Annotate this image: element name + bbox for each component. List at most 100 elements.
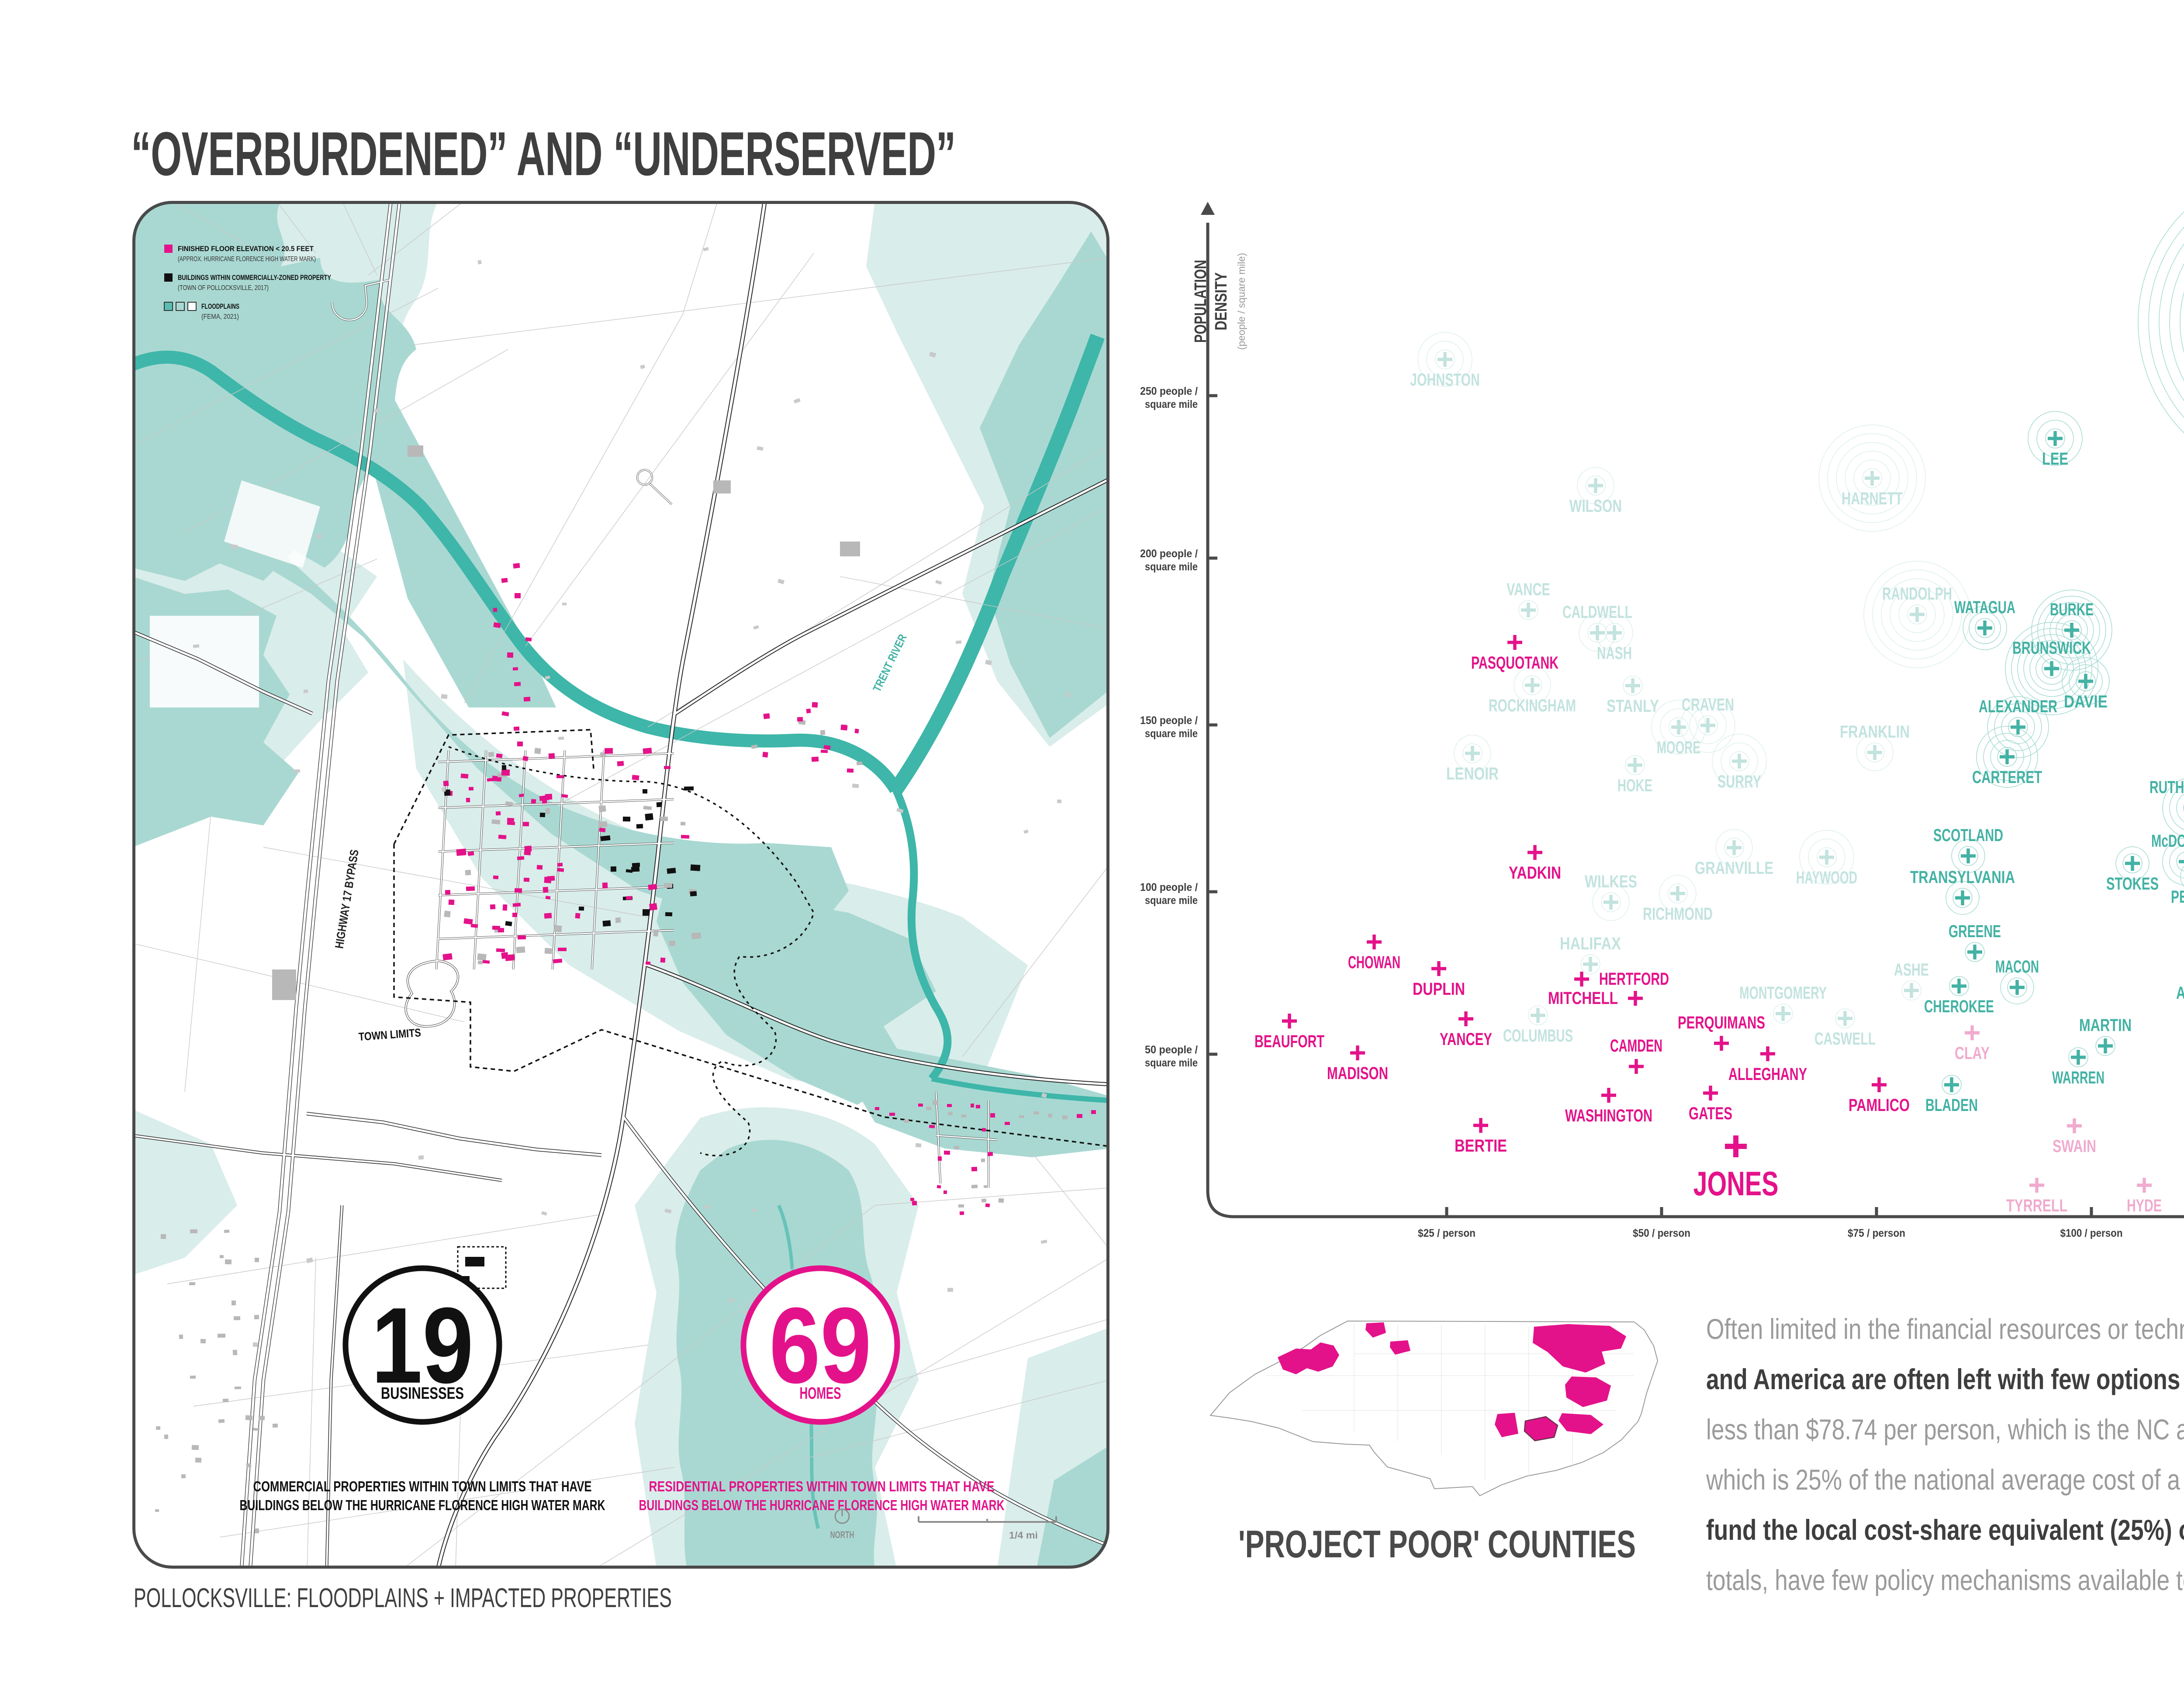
svg-text:HERTFORD: HERTFORD xyxy=(1599,969,1669,989)
svg-text:PASQUOTANK: PASQUOTANK xyxy=(1471,653,1559,673)
svg-text:JOHNSTON: JOHNSTON xyxy=(1410,370,1480,390)
svg-text:BUILDINGS WITHIN COMMERCIALLY-: BUILDINGS WITHIN COMMERCIALLY-ZONED PROP… xyxy=(178,273,331,282)
svg-text:WATAGUA: WATAGUA xyxy=(1954,598,2015,617)
svg-text:ALEXANDER: ALEXANDER xyxy=(1979,697,2057,716)
svg-text:NASH: NASH xyxy=(1597,644,1632,663)
svg-text:BLADEN: BLADEN xyxy=(1925,1096,1978,1115)
svg-text:SWAIN: SWAIN xyxy=(2053,1137,2096,1156)
svg-text:DAVIE: DAVIE xyxy=(2064,692,2108,711)
svg-text:AVERY: AVERY xyxy=(2176,983,2184,1003)
svg-text:PERQUIMANS: PERQUIMANS xyxy=(1678,1013,1765,1032)
svg-text:McDOWELL: McDOWELL xyxy=(2151,831,2184,851)
svg-text:POLLOCKSVILLE: FLOODPLAINS + I: POLLOCKSVILLE: FLOODPLAINS + IMPACTED PR… xyxy=(134,1583,672,1613)
svg-text:CAMDEN: CAMDEN xyxy=(1610,1036,1662,1056)
svg-text:HALIFAX: HALIFAX xyxy=(1560,934,1621,953)
svg-text:150 people /: 150 people / xyxy=(1140,714,1198,727)
svg-text:HAYWOOD: HAYWOOD xyxy=(1796,868,1857,887)
svg-text:$75 / person: $75 / person xyxy=(1848,1227,1905,1239)
svg-text:1/4 mi: 1/4 mi xyxy=(1009,1530,1038,1541)
svg-text:FINISHED FLOOR ELEVATION < 20.: FINISHED FLOOR ELEVATION < 20.5 FEET xyxy=(178,245,314,253)
svg-text:$25 / person: $25 / person xyxy=(1418,1227,1476,1239)
svg-text:LENOIR: LENOIR xyxy=(1446,764,1499,783)
svg-text:CHEROKEE: CHEROKEE xyxy=(1924,997,1994,1016)
svg-text:MARTIN: MARTIN xyxy=(2079,1016,2132,1035)
svg-text:CRAVEN: CRAVEN xyxy=(1682,695,1734,714)
svg-text:COLUMBUS: COLUMBUS xyxy=(1503,1026,1573,1045)
svg-text:STOKES: STOKES xyxy=(2106,874,2159,894)
svg-text:YANCEY: YANCEY xyxy=(1440,1030,1492,1049)
svg-text:100 people /: 100 people / xyxy=(1140,881,1198,894)
svg-text:RANDOLPH: RANDOLPH xyxy=(1882,584,1952,604)
svg-text:TYRRELL: TYRRELL xyxy=(2006,1196,2067,1215)
svg-text:CALDWELL: CALDWELL xyxy=(1562,603,1632,622)
svg-text:FLOODPLAINS: FLOODPLAINS xyxy=(201,302,239,310)
svg-text:CASWELL: CASWELL xyxy=(1814,1029,1876,1049)
svg-text:JONES: JONES xyxy=(1693,1164,1779,1203)
svg-text:BRUNSWICK: BRUNSWICK xyxy=(2012,638,2091,658)
svg-text:CHOWAN: CHOWAN xyxy=(1348,953,1400,972)
svg-text:200 people /: 200 people / xyxy=(1140,548,1198,560)
svg-text:(TOWN OF POLLOCKSVILLE, 2017): (TOWN OF POLLOCKSVILLE, 2017) xyxy=(178,284,269,292)
svg-text:HOMES: HOMES xyxy=(800,1384,841,1403)
svg-text:(FEMA, 2021): (FEMA, 2021) xyxy=(201,313,239,321)
svg-text:RESIDENTIAL PROPERTIES WITHIN: RESIDENTIAL PROPERTIES WITHIN TOWN LIMIT… xyxy=(649,1478,995,1494)
svg-text:BEAUFORT: BEAUFORT xyxy=(1254,1032,1324,1051)
svg-text:GREENE: GREENE xyxy=(1949,922,2001,941)
svg-text:(people / square mile): (people / square mile) xyxy=(1236,253,1247,350)
svg-text:SURRY: SURRY xyxy=(1717,772,1761,791)
svg-text:MADISON: MADISON xyxy=(1327,1064,1388,1083)
svg-text:CARTERET: CARTERET xyxy=(1972,768,2042,787)
svg-text:PAMLICO: PAMLICO xyxy=(1849,1096,1910,1115)
svg-text:GRANVILLE: GRANVILLE xyxy=(1695,859,1773,878)
svg-text:BERTIE: BERTIE xyxy=(1455,1136,1507,1156)
svg-text:19: 19 xyxy=(371,1285,473,1406)
svg-text:GATES: GATES xyxy=(1689,1104,1732,1123)
svg-text:FRANKLIN: FRANKLIN xyxy=(1840,722,1910,742)
svg-text:POPULATION: POPULATION xyxy=(1192,260,1210,343)
svg-text:250 people /: 250 people / xyxy=(1140,385,1198,397)
svg-text:$100 / person: $100 / person xyxy=(2060,1227,2123,1239)
svg-text:MITCHELL: MITCHELL xyxy=(1548,989,1618,1008)
svg-text:WARREN: WARREN xyxy=(2052,1068,2105,1087)
svg-text:square mile: square mile xyxy=(1145,728,1198,740)
svg-text:square mile: square mile xyxy=(1145,398,1198,411)
svg-text:'PROJECT POOR' COUNTIES: 'PROJECT POOR' COUNTIES xyxy=(1238,1522,1636,1566)
svg-text:square mile: square mile xyxy=(1145,1057,1198,1069)
svg-text:WASHINGTON: WASHINGTON xyxy=(1565,1106,1652,1125)
svg-text:SCOTLAND: SCOTLAND xyxy=(1933,826,2003,845)
svg-text:MONTGOMERY: MONTGOMERY xyxy=(1739,983,1827,1003)
svg-text:CLAY: CLAY xyxy=(1955,1044,1990,1063)
svg-text:square mile: square mile xyxy=(1145,561,1198,573)
svg-text:square mile: square mile xyxy=(1145,894,1198,907)
svg-text:ALLEGHANY: ALLEGHANY xyxy=(1728,1065,1807,1084)
svg-text:WILKES: WILKES xyxy=(1585,872,1637,891)
svg-text:MACON: MACON xyxy=(1995,957,2039,976)
svg-text:BUILDINGS BELOW THE HURRICANE: BUILDINGS BELOW THE HURRICANE FLORENCE H… xyxy=(639,1497,1005,1513)
svg-text:PERSON: PERSON xyxy=(2171,887,2184,907)
svg-text:NORTH: NORTH xyxy=(830,1529,854,1540)
svg-text:COMMERCIAL PROPERTIES WITHIN T: COMMERCIAL PROPERTIES WITHIN TOWN LIMITS… xyxy=(253,1478,592,1494)
svg-text:RUTHERFORD: RUTHERFORD xyxy=(2149,778,2184,797)
svg-text:DUPLIN: DUPLIN xyxy=(1413,980,1465,999)
svg-text:LEE: LEE xyxy=(2042,449,2068,469)
svg-text:$50 / person: $50 / person xyxy=(1633,1227,1690,1239)
svg-text:RICHMOND: RICHMOND xyxy=(1643,904,1713,924)
svg-text:BURKE: BURKE xyxy=(2050,600,2094,619)
svg-text:ASHE: ASHE xyxy=(1894,960,1929,980)
svg-text:HYDE: HYDE xyxy=(2127,1196,2162,1215)
svg-text:TRANSYLVANIA: TRANSYLVANIA xyxy=(1910,868,2015,887)
svg-text:BUSINESSES: BUSINESSES xyxy=(381,1384,464,1403)
svg-text:WILSON: WILSON xyxy=(1569,497,1622,516)
svg-text:VANCE: VANCE xyxy=(1507,580,1550,599)
svg-text:YADKIN: YADKIN xyxy=(1509,863,1561,883)
svg-text:HARNETT: HARNETT xyxy=(1842,489,1903,508)
svg-text:STANLY: STANLY xyxy=(1607,697,1659,716)
svg-text:HOKE: HOKE xyxy=(1617,776,1652,795)
svg-text:MOORE: MOORE xyxy=(1657,738,1700,757)
svg-text:BUILDINGS BELOW THE HURRICANE: BUILDINGS BELOW THE HURRICANE FLORENCE H… xyxy=(240,1497,605,1513)
svg-text:DENSITY: DENSITY xyxy=(1212,273,1230,331)
svg-text:69: 69 xyxy=(769,1285,871,1406)
svg-text:50 people /: 50 people / xyxy=(1145,1044,1198,1056)
svg-text:ROCKINGHAM: ROCKINGHAM xyxy=(1489,696,1576,715)
svg-text:(APPROX. HURRICANE FLORENCE HI: (APPROX. HURRICANE FLORENCE HIGH WATER M… xyxy=(178,255,316,263)
